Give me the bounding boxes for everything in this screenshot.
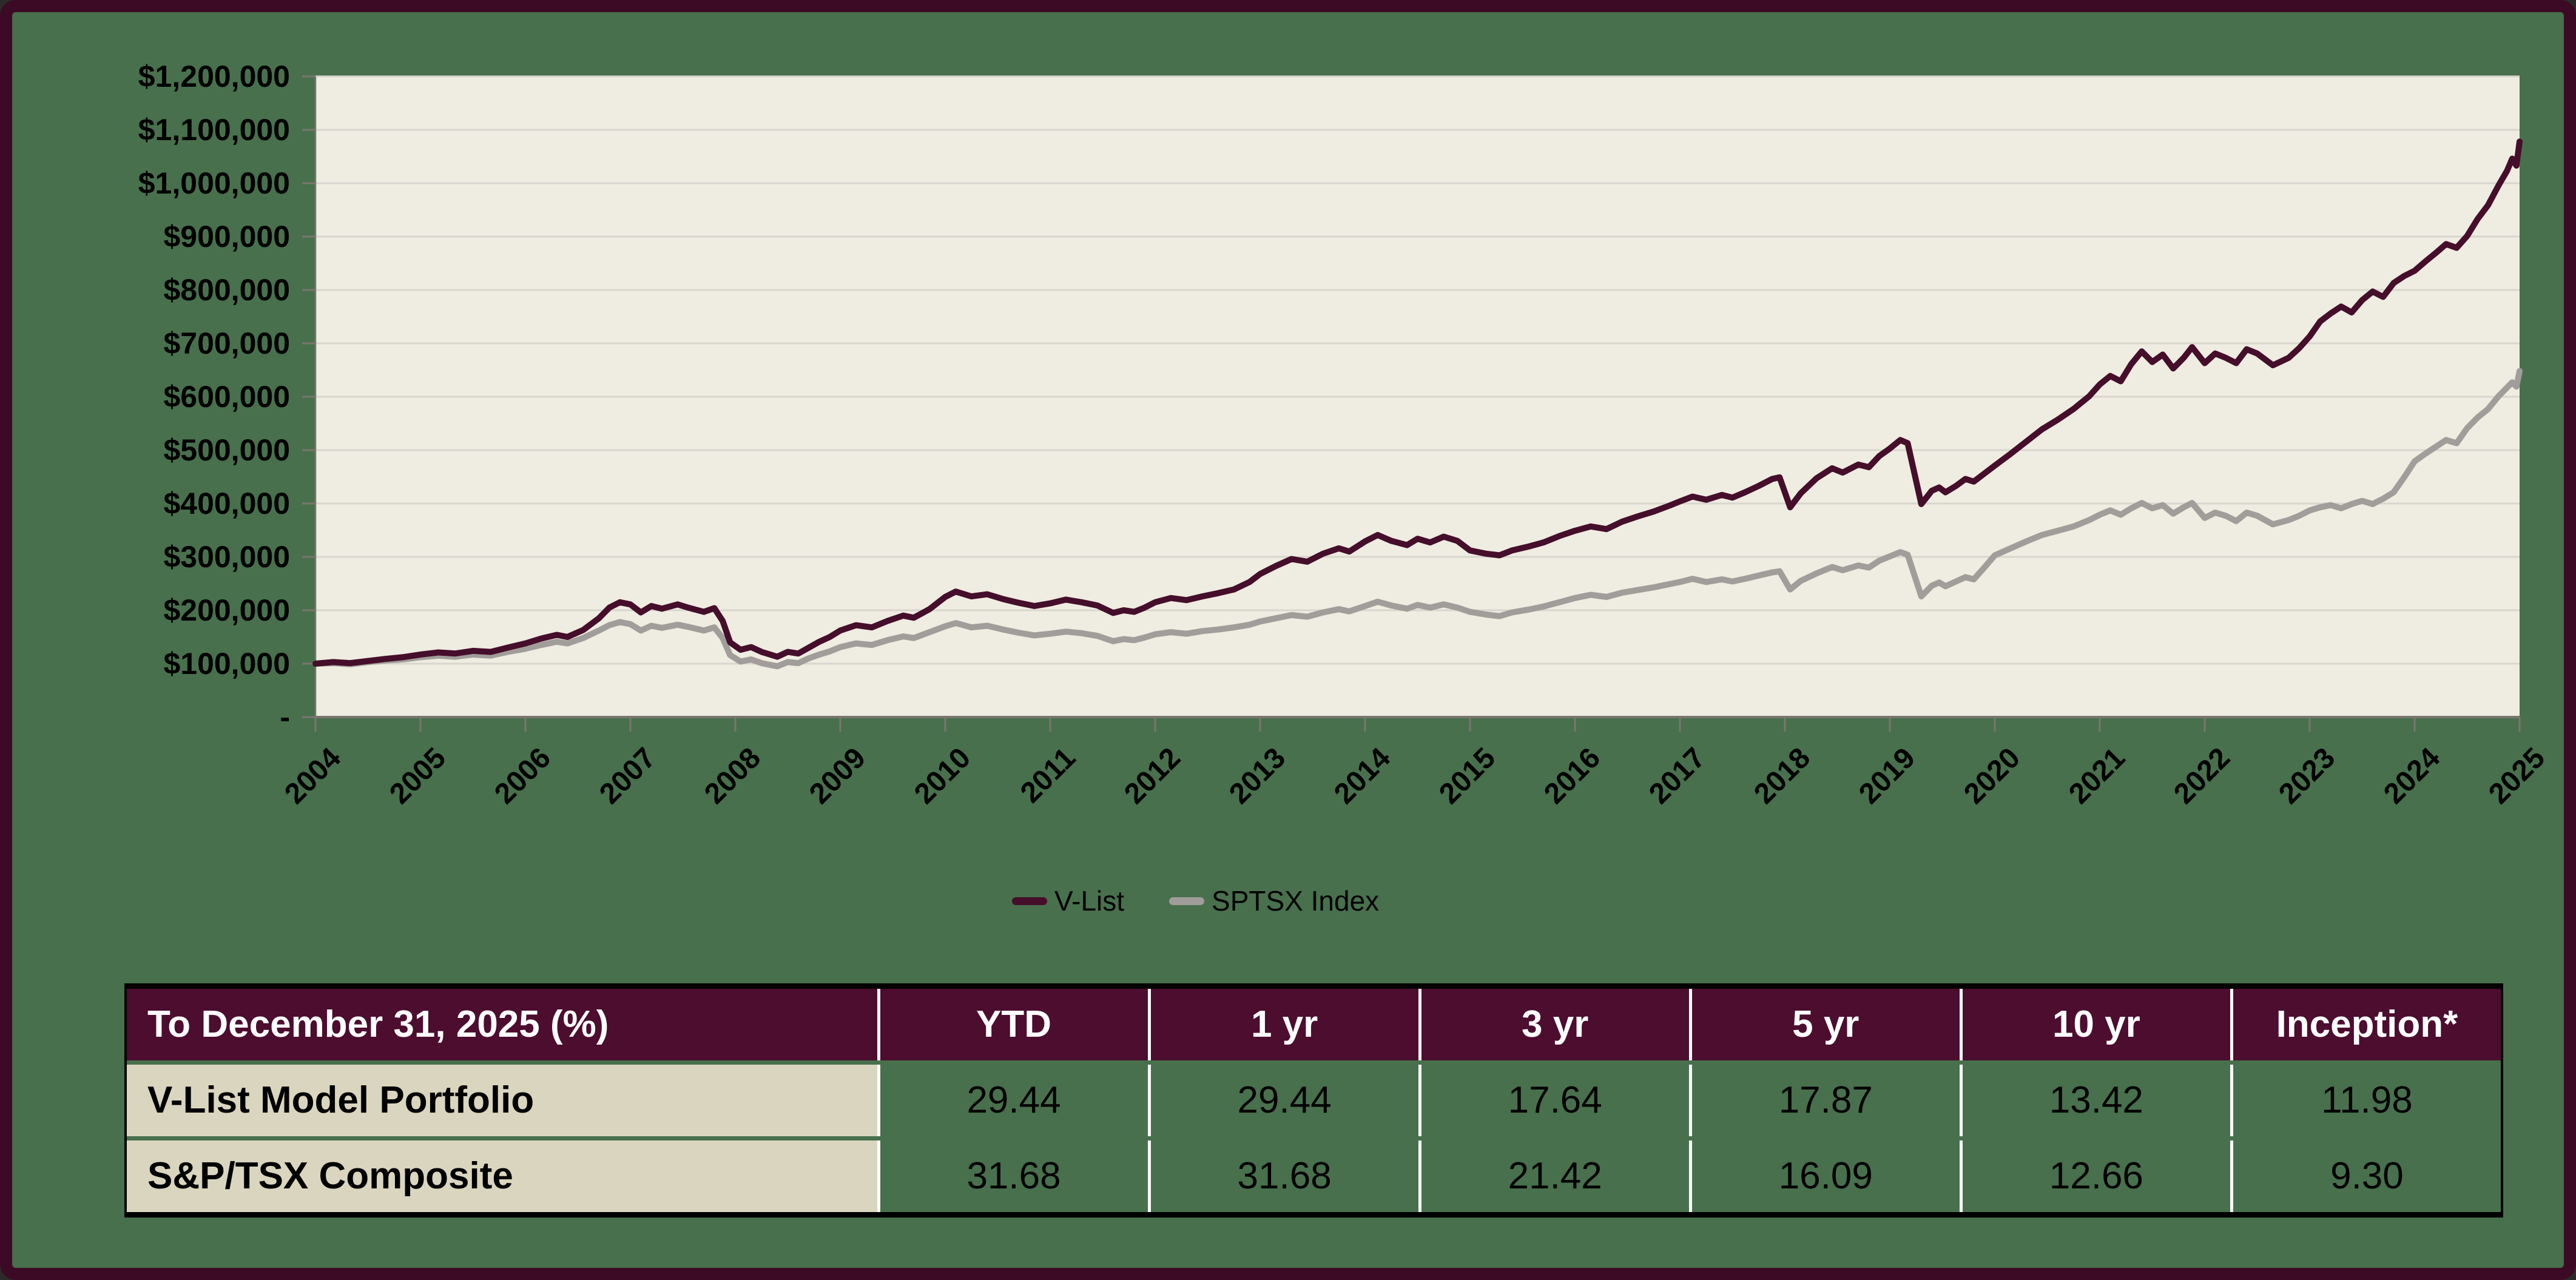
sptsx-ytd: 31.68	[877, 1140, 1148, 1212]
y-axis-label: $100,000	[163, 647, 290, 681]
performance-table: To December 31, 2025 (%) YTD 1 yr 3 yr 5…	[124, 983, 2503, 1218]
y-axis-label: $300,000	[163, 540, 290, 574]
vlist-3yr: 17.64	[1418, 1065, 1689, 1136]
series-line-sptsx-index	[312, 368, 2523, 670]
y-axis-label: $500,000	[163, 433, 290, 467]
x-axis-label: 2006	[488, 741, 558, 810]
y-axis-label: $900,000	[163, 220, 290, 254]
x-axis-label: 2011	[1014, 741, 1082, 809]
sptsx-5yr: 16.09	[1688, 1140, 1960, 1212]
vlist-1yr: 29.44	[1147, 1065, 1418, 1136]
sptsx-inception: 9.30	[2230, 1140, 2501, 1212]
x-axis-label: 2010	[908, 741, 977, 810]
table-header-ytd: YTD	[877, 989, 1148, 1060]
table-header-row: To December 31, 2025 (%) YTD 1 yr 3 yr 5…	[127, 989, 2501, 1060]
table-header-1yr: 1 yr	[1147, 989, 1418, 1060]
vlist-ytd: 29.44	[877, 1065, 1148, 1136]
vlist-10yr: 13.42	[1959, 1065, 2230, 1136]
table-row-sptsx: S&P/TSX Composite 31.68 31.68 21.42 16.0…	[127, 1140, 2501, 1212]
y-axis-label: $1,000,000	[138, 166, 290, 200]
y-axis-label: $700,000	[163, 326, 290, 360]
table-header-inception: Inception*	[2230, 989, 2501, 1060]
y-axis-label: $200,000	[163, 593, 290, 627]
y-axis-label: $1,100,000	[138, 113, 290, 147]
x-axis-label: 2008	[698, 741, 767, 810]
vlist-5yr: 17.87	[1688, 1065, 1960, 1136]
y-axis-label: $800,000	[163, 273, 290, 307]
sptsx-line-swatch-icon	[1169, 897, 1205, 905]
x-axis-label: 2021	[2063, 741, 2132, 810]
x-axis-label: 2015	[1433, 741, 1502, 810]
x-axis-label: 2014	[1328, 741, 1397, 810]
legend-label-sptsx: SPTSX Index	[1212, 885, 1380, 917]
sptsx-1yr: 31.68	[1147, 1140, 1418, 1212]
y-axis-label: $600,000	[163, 380, 290, 414]
x-axis-label: 2007	[593, 741, 663, 810]
row-label-vlist: V-List Model Portfolio	[127, 1065, 877, 1136]
plot-area	[302, 75, 2523, 732]
x-axis-label: 2025	[2483, 741, 2552, 810]
x-axis-label: 2017	[1643, 741, 1712, 810]
sptsx-10yr: 12.66	[1959, 1140, 2230, 1212]
table-header-5yr: 5 yr	[1688, 989, 1960, 1060]
x-axis-label: 2022	[2168, 741, 2237, 810]
x-axis-label: 2023	[2273, 741, 2342, 810]
vlist-line-swatch-icon	[1012, 897, 1047, 905]
x-axis-label: 2013	[1223, 741, 1292, 810]
legend-item-vlist: V-List	[1012, 884, 1124, 917]
sptsx-3yr: 21.42	[1418, 1140, 1689, 1212]
table-header-period: To December 31, 2025 (%)	[127, 989, 877, 1060]
x-axis-label: 2012	[1118, 741, 1187, 810]
table-header-10yr: 10 yr	[1959, 989, 2230, 1060]
vlist-inception: 11.98	[2230, 1065, 2501, 1136]
growth-chart	[302, 75, 2523, 732]
table-row-vlist: V-List Model Portfolio 29.44 29.44 17.64…	[127, 1065, 2501, 1136]
x-axis-label: 2009	[803, 741, 872, 810]
row-label-sptsx: S&P/TSX Composite	[127, 1140, 877, 1212]
x-axis-label: 2024	[2378, 741, 2447, 810]
y-axis-zero-label: -	[280, 700, 290, 734]
y-axis-label: $400,000	[163, 487, 290, 520]
x-axis-label: 2005	[383, 741, 453, 810]
x-axis-label: 2004	[278, 741, 348, 810]
y-axis-label: $1,200,000	[138, 59, 290, 93]
x-axis-label: 2020	[1958, 741, 2027, 810]
chart-legend: V-List SPTSX Index	[1012, 882, 1379, 920]
x-axis-label: 2016	[1538, 741, 1607, 810]
x-axis-label: 2019	[1853, 741, 1922, 810]
legend-label-vlist: V-List	[1054, 885, 1125, 917]
legend-item-sptsx: SPTSX Index	[1169, 884, 1379, 917]
series-line-v-list	[312, 138, 2523, 667]
table-header-3yr: 3 yr	[1418, 989, 1689, 1060]
x-axis-label: 2018	[1748, 741, 1817, 810]
